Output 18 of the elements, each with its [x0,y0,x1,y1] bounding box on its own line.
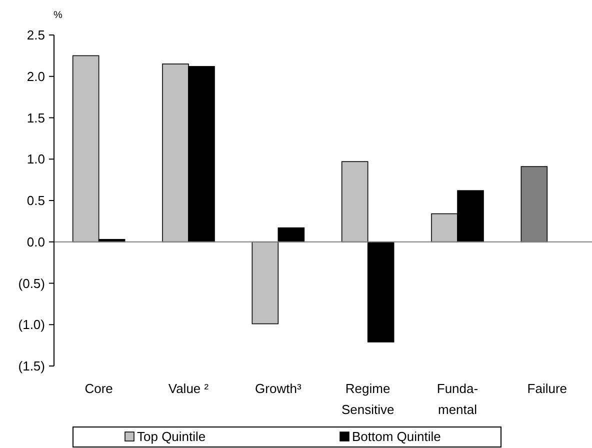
y-axis-title: % [54,10,63,21]
x-tick-label: Value ² [168,381,210,396]
y-tick-label: 2.0 [26,68,45,84]
x-tick-label: Core [84,381,113,396]
legend-label: Bottom Quintile [352,429,441,444]
legend-label: Top Quintile [137,429,206,444]
y-tick-label: 0.0 [26,234,45,250]
y-tick-label: (1.5) [18,358,45,374]
y-tick-label: 0.5 [26,193,45,208]
x-tick-label: Growth³ [255,381,302,396]
y-tick-label: (0.5) [18,276,45,291]
x-tick-label: Funda- mental [436,381,478,417]
y-tick-label: 1.5 [26,110,45,126]
x-tick-label: Regime Sensitive [341,381,394,417]
x-tick-label: Failure [527,381,568,396]
y-tick-label: 1.0 [26,152,45,167]
y-tick-label: 2.5 [26,28,45,43]
y-tick-label: (1.0) [18,317,45,332]
